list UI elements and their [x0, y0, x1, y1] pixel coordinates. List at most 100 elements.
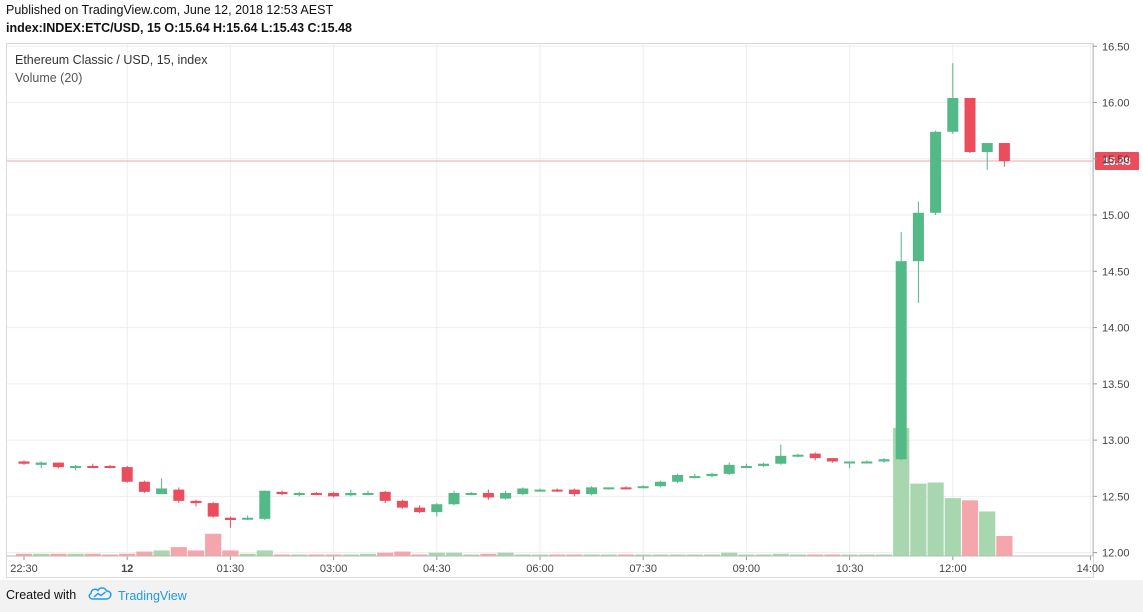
tradingview-link[interactable]: TradingView	[88, 586, 187, 605]
candle-body	[534, 489, 546, 492]
volume-bar	[239, 553, 256, 556]
y-tick-label: 16.50	[1102, 41, 1130, 53]
candle-body	[276, 491, 288, 495]
candle-body	[87, 465, 99, 468]
x-tick-label: 12:00	[939, 563, 967, 575]
volume-bar	[686, 554, 703, 556]
candle-body	[345, 492, 357, 496]
candle-body	[912, 212, 924, 262]
published-info: Published on TradingView.com, June 12, 2…	[6, 3, 334, 17]
candle-body	[758, 463, 770, 466]
volume-bar	[222, 550, 239, 556]
y-tick-label: 15.00	[1102, 210, 1130, 222]
volume-bar	[377, 552, 394, 556]
volume-bar	[858, 554, 875, 556]
footer: Created with TradingView	[0, 580, 1143, 612]
candle-body	[809, 453, 821, 459]
volume-bar	[136, 551, 153, 556]
volume-bar	[583, 554, 600, 556]
volume-bar	[119, 553, 136, 556]
candlestick-chart[interactable]: 15.48 12.00 12.50 13.00 13.50 14.00 14.50 15.0…	[0, 0, 1143, 580]
candle-body	[500, 492, 512, 499]
volume-bar	[325, 554, 342, 556]
candle-body	[328, 492, 340, 497]
volume-bar	[50, 553, 67, 556]
y-tick-label: 14.50	[1102, 266, 1130, 278]
volume-bar	[721, 552, 738, 556]
volume-bar	[67, 553, 84, 556]
volume-bar	[789, 554, 807, 556]
candle-body	[379, 491, 391, 501]
candle-body	[878, 459, 890, 462]
ohlc-values: O:15.64 H:15.64 L:15.43 C:15.48	[164, 21, 352, 35]
candle-body	[723, 464, 735, 474]
volume-bar	[394, 551, 411, 556]
volume-bar	[652, 554, 669, 556]
y-tick-label: 12.00	[1102, 548, 1130, 560]
candle-body	[947, 98, 959, 132]
x-tick-label: 04:30	[423, 563, 451, 575]
volume-bar	[549, 554, 566, 556]
volume-bar	[669, 554, 686, 556]
candle-body	[895, 261, 907, 460]
x-tick-label: 01:30	[217, 563, 245, 575]
volume-bar	[101, 554, 119, 556]
candle-body	[981, 143, 993, 153]
volume-bar	[927, 482, 944, 556]
candle-body	[603, 487, 615, 490]
volume-bar	[617, 554, 635, 556]
y-tick-label: 12.50	[1102, 491, 1130, 503]
candle-body	[998, 143, 1010, 162]
candle-body	[207, 503, 219, 517]
candle-body	[792, 454, 804, 457]
candle-body	[396, 500, 408, 508]
candle-body	[620, 487, 632, 490]
volume-bar	[342, 554, 359, 556]
candle-body	[568, 489, 580, 495]
volume-bar	[497, 552, 514, 556]
candle-body	[861, 461, 873, 464]
volume-bars	[15, 428, 1013, 556]
candle-body	[293, 492, 305, 495]
volume-bar	[256, 550, 273, 556]
chart-title: Ethereum Classic / USD, 15, index	[15, 53, 208, 67]
volume-bar	[308, 554, 325, 556]
volume-bar	[944, 498, 961, 556]
x-tick-label: 07:30	[629, 563, 657, 575]
candle-body	[224, 517, 236, 520]
candle-body	[18, 461, 30, 464]
candle-body	[259, 490, 271, 519]
x-tick-label: 22:30	[10, 563, 38, 575]
volume-bar	[359, 553, 377, 556]
symbol-info: index:INDEX:ETC/USD, 15 O:15.64 H:15.64 …	[6, 21, 352, 35]
candle-body	[740, 465, 752, 468]
volume-bar	[755, 554, 772, 556]
volume-bar	[187, 550, 205, 556]
candle-body	[70, 465, 82, 468]
created-with-label: Created with	[6, 588, 77, 602]
volume-bar	[291, 554, 308, 556]
volume-bar	[514, 554, 531, 556]
volume-bar	[703, 554, 721, 556]
volume-bar	[170, 547, 187, 556]
x-tick-label: 09:00	[733, 563, 761, 575]
y-tick-label: 14.00	[1102, 323, 1130, 335]
volume-bar	[824, 554, 841, 556]
volume-bar	[600, 554, 617, 556]
candle-body	[362, 492, 374, 495]
price-axis: 12.00 12.50 13.00 13.50 14.00 14.50 15.00 15.50…	[1092, 41, 1130, 560]
candle-body	[52, 462, 64, 468]
volume-bar	[910, 483, 927, 556]
time-axis: 22:30 12 01:30 03:00 04:30 06:00 07:30 09:00 10:…	[7, 555, 1104, 575]
candle-body	[689, 476, 701, 479]
volume-bar	[273, 554, 291, 556]
volume-bar	[961, 500, 979, 556]
candle-body	[586, 487, 598, 495]
x-tick-label: 12	[121, 563, 133, 575]
y-tick-label: 15.50	[1102, 154, 1130, 166]
volume-bar	[566, 554, 583, 556]
last-price-badge	[1095, 152, 1139, 171]
y-tick-label: 13.00	[1102, 435, 1130, 447]
y-tick-label: 13.50	[1102, 379, 1130, 391]
candle-body	[156, 488, 168, 495]
